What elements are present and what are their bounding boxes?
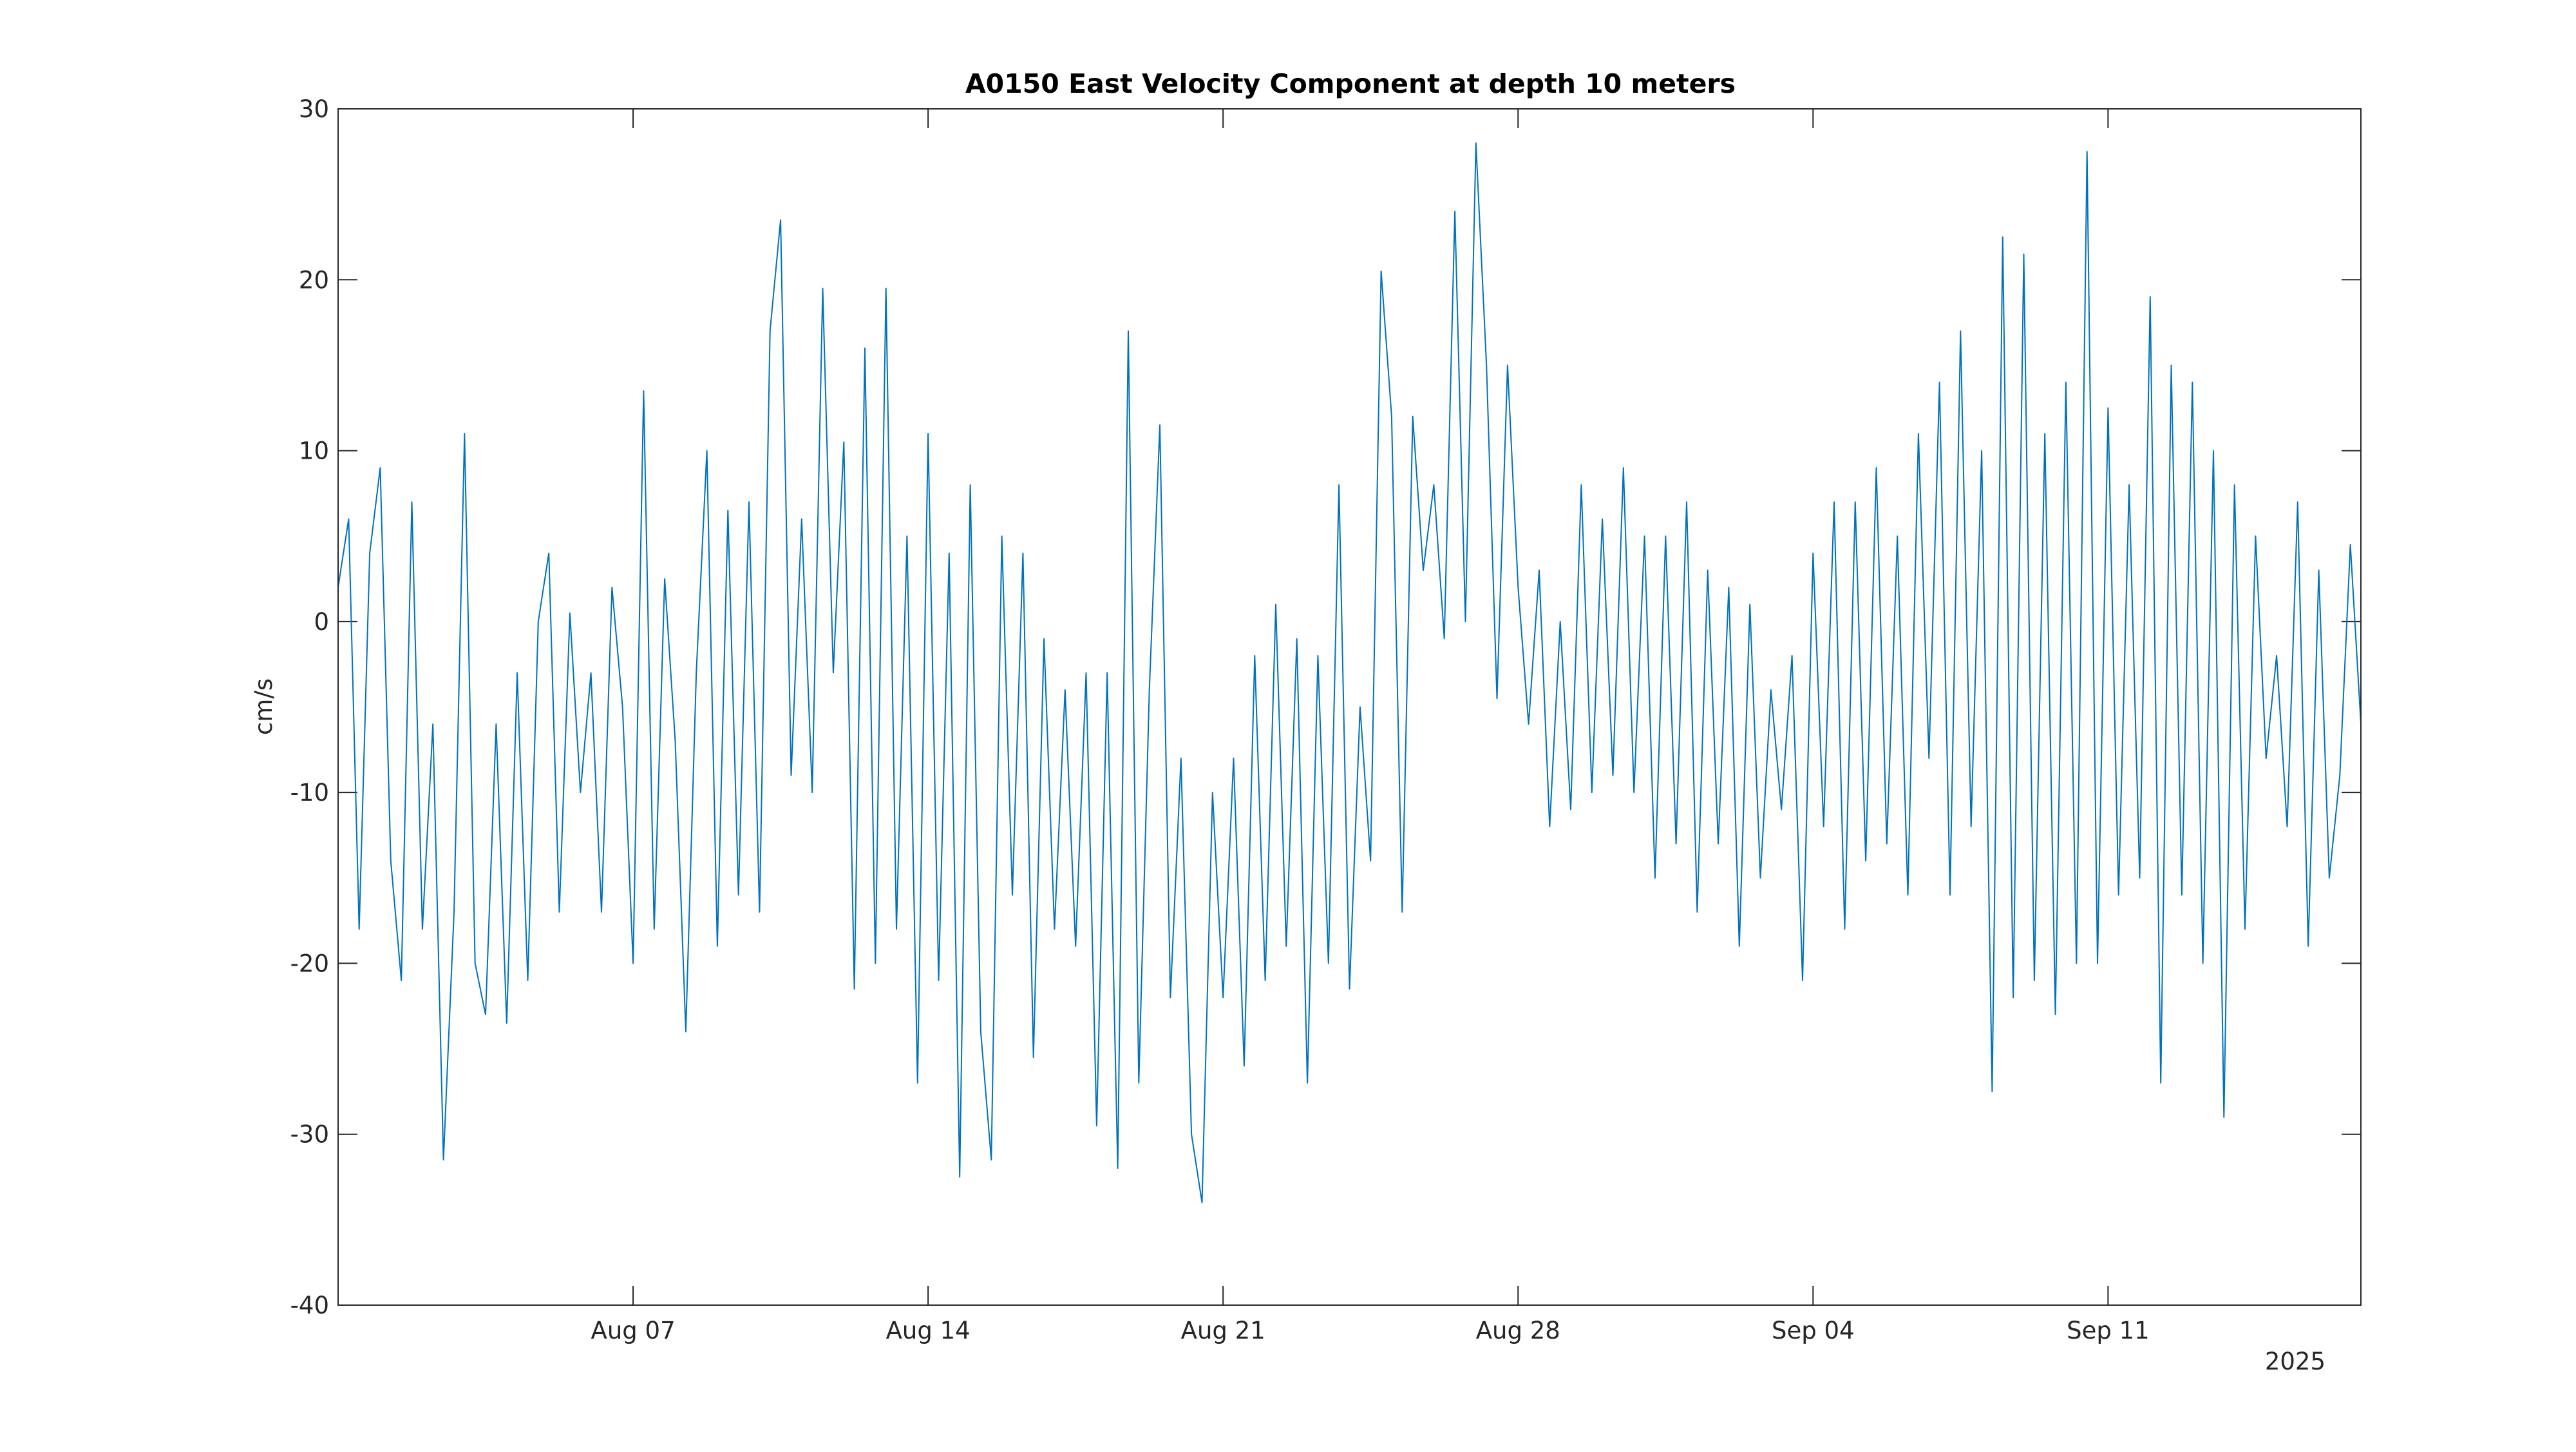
- x-axis-year-label: 2025: [2265, 1348, 2325, 1375]
- x-tick-label: Aug 28: [1476, 1317, 1560, 1344]
- y-tick-label: -20: [290, 950, 329, 977]
- y-tick-label: 0: [314, 608, 329, 636]
- x-tick-label: Aug 07: [591, 1317, 676, 1344]
- y-tick-label: -30: [290, 1121, 329, 1149]
- y-axis-label: cm/s: [250, 678, 278, 735]
- y-tick-label: 20: [299, 266, 329, 294]
- x-tick-label: Sep 04: [1772, 1317, 1855, 1344]
- y-tick-label: -40: [290, 1292, 329, 1319]
- x-tick-label: Sep 11: [2067, 1317, 2150, 1344]
- y-tick-label: 30: [299, 95, 329, 123]
- x-tick-label: Aug 14: [886, 1317, 971, 1344]
- y-tick-label: -10: [290, 779, 329, 807]
- series-line: [337, 142, 2362, 1203]
- chart-title: A0150 East Velocity Component at depth 1…: [965, 68, 1736, 99]
- x-tick-label: Aug 21: [1181, 1317, 1265, 1344]
- y-tick-label: 10: [299, 437, 329, 465]
- plot-area-box: [337, 108, 2362, 1306]
